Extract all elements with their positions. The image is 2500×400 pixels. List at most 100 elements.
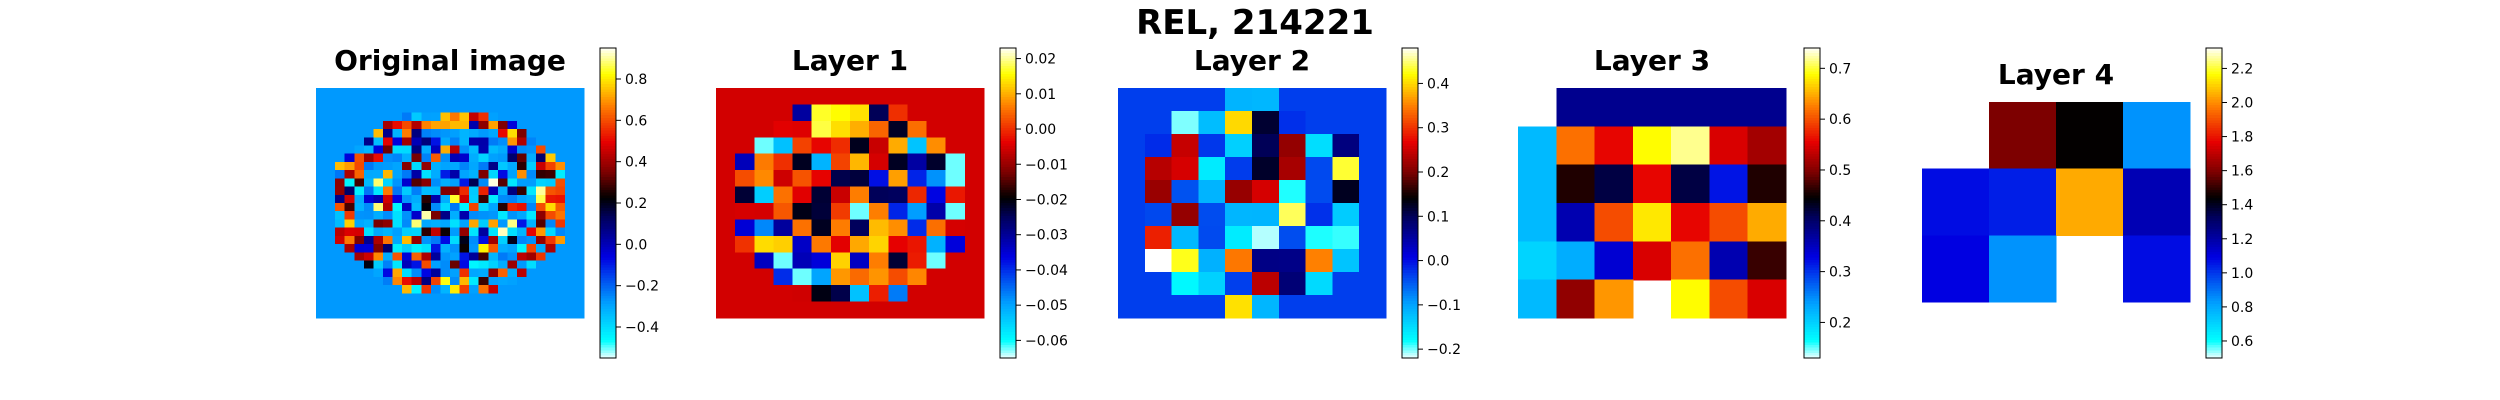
heatmap-cell (850, 104, 870, 122)
heatmap-cell (517, 137, 528, 147)
heatmap-cell (1922, 235, 1990, 303)
heatmap-cell (316, 96, 327, 106)
heatmap-cell (507, 285, 518, 294)
heatmap-cell (373, 161, 384, 171)
heatmap-cell (459, 137, 470, 147)
heatmap-cell (430, 88, 442, 97)
heatmap-cell (773, 301, 794, 319)
heatmap-cell (1989, 235, 2057, 303)
colorbar-segment (1804, 332, 1820, 336)
heatmap-cell (1747, 88, 1787, 127)
colorbar-segment (1402, 213, 1418, 217)
heatmap-cell (411, 88, 422, 97)
heatmap-cell (811, 268, 832, 286)
heatmap-cell (888, 235, 909, 253)
heatmap-cell (450, 309, 461, 319)
heatmap-cell (411, 211, 422, 221)
heatmap-cell (1359, 272, 1387, 296)
colorbar-segment (1000, 71, 1016, 75)
heatmap-cell (497, 120, 509, 130)
heatmap-cell (564, 203, 576, 212)
colorbar-segment (2206, 293, 2222, 297)
heatmap-cell (335, 244, 346, 253)
heatmap-cell (716, 137, 736, 155)
colorbar-segment (1000, 112, 1016, 116)
heatmap-cell (536, 309, 547, 319)
heatmap-cell (716, 153, 736, 171)
heatmap-cell (440, 301, 451, 311)
colorbar-segment (600, 156, 616, 160)
colorbar-segment (1804, 135, 1820, 140)
heatmap-cell (488, 161, 499, 171)
colorbar-segment (1402, 128, 1418, 132)
colorbar-segment (1804, 97, 1820, 101)
colorbar-segment (1402, 166, 1418, 171)
heatmap-cell (373, 203, 384, 212)
heatmap-cell (545, 145, 556, 155)
colorbar-segment (1402, 164, 1418, 168)
heatmap-cell (716, 219, 736, 237)
heatmap-cell (1225, 157, 1253, 181)
heatmap-cell (316, 145, 327, 155)
heatmap-cell (869, 268, 889, 286)
heatmap-cell (811, 301, 832, 319)
heatmap-cell (469, 96, 480, 106)
heatmap-cell (574, 211, 585, 221)
colorbar-segment (1402, 107, 1418, 111)
colorbar-segment (1000, 231, 1016, 235)
heatmap-cell (402, 285, 413, 294)
heatmap-cell (354, 285, 365, 294)
colorbar-segment (1402, 249, 1418, 253)
colorbar-segment (1402, 94, 1418, 98)
heatmap-cell (564, 120, 576, 130)
heatmap-cell (507, 252, 518, 262)
heatmap-cell (488, 285, 499, 294)
colorbar-segment (600, 60, 616, 65)
heatmap-cell (430, 203, 442, 212)
colorbar-segment (2206, 228, 2222, 233)
colorbar-segment (1402, 55, 1418, 59)
colorbar-segment (1804, 303, 1820, 307)
heatmap-cell (754, 137, 775, 155)
heatmap-cell (440, 244, 451, 253)
heatmap-cell (564, 137, 576, 147)
heatmap-cell (354, 170, 365, 179)
colorbar-segment (600, 146, 616, 150)
colorbar-segment (600, 319, 616, 323)
heatmap-cell (792, 268, 813, 286)
colorbar-segment (1402, 48, 1418, 52)
heatmap-cell (325, 244, 336, 253)
heatmap-cell (421, 88, 432, 97)
heatmap-cell (735, 219, 755, 237)
heatmap-cell (354, 112, 365, 122)
heatmap-cell (773, 104, 794, 122)
heatmap-cell (459, 161, 470, 171)
colorbar-segment (1402, 58, 1418, 62)
heatmap-cell (907, 301, 928, 319)
heatmap-cell (344, 276, 355, 286)
heatmap-cell (478, 244, 489, 253)
heatmap-cell (507, 293, 518, 303)
heatmap-cell (517, 293, 528, 303)
colorbar-segment (600, 79, 616, 83)
heatmap-cell (792, 186, 813, 204)
heatmap-cell (564, 88, 576, 97)
heatmap-cell (545, 96, 556, 106)
heatmap-cell (316, 268, 327, 278)
colorbar-tick-label: 0.5 (1829, 163, 1851, 179)
heatmap-cell (450, 112, 461, 122)
colorbar-segment (1804, 215, 1820, 220)
colorbar-segment (1804, 60, 1820, 65)
heatmap-cell (392, 211, 403, 221)
heatmap-cell (354, 244, 365, 253)
colorbar-segment (600, 321, 616, 326)
heatmap-cell (363, 244, 375, 253)
heatmap-cell (716, 170, 736, 188)
colorbar-segment (1804, 236, 1820, 240)
colorbar-segment (2206, 337, 2222, 341)
colorbar-segment (1402, 143, 1418, 147)
heatmap-cell (945, 104, 966, 122)
heatmap-cell (517, 194, 528, 204)
colorbar-segment (2206, 156, 2222, 160)
heatmap-cell (1198, 272, 1226, 296)
